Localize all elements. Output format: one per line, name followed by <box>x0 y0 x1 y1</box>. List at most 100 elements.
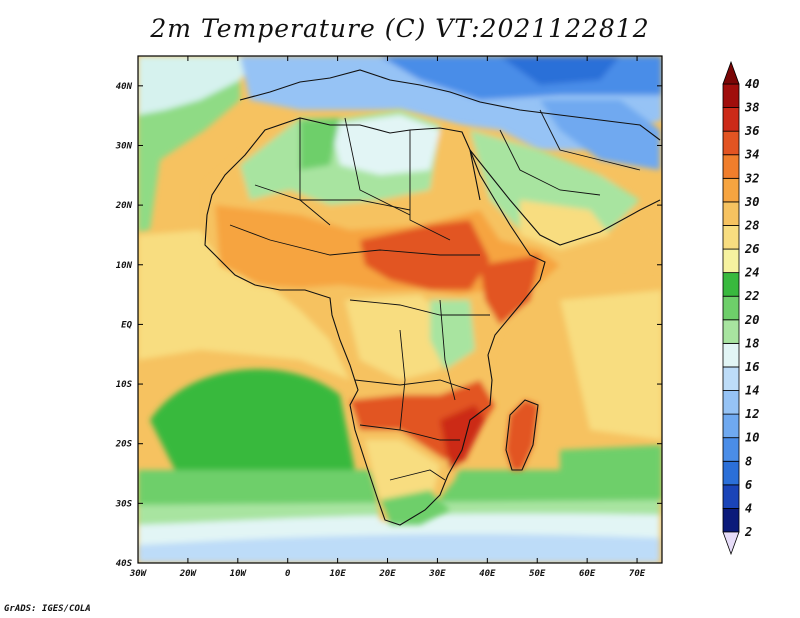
colorbar-label: 34 <box>744 148 759 162</box>
lon-tick-label: 70E <box>629 569 646 579</box>
lat-tick-label: 30N <box>115 141 133 151</box>
colorbar-box <box>722 342 740 368</box>
lon-tick-label: 30W <box>129 569 148 579</box>
footer-credit: GrADS: IGES/COLA <box>4 604 91 614</box>
colorbar-label: 2 <box>744 525 752 539</box>
arabia-coast <box>469 149 661 246</box>
red-sea-west <box>469 149 481 201</box>
colorbar-box <box>722 390 740 415</box>
border-5 <box>229 224 480 256</box>
lat-tick-label: 40S <box>116 559 133 569</box>
lon-tick-label: 50E <box>529 569 546 579</box>
lon-tick-label: 0 <box>285 569 291 579</box>
colorbar-label: 26 <box>744 242 759 256</box>
colorbar-box <box>722 437 740 462</box>
lat-tick-label: 30S <box>115 499 133 509</box>
border-12 <box>499 129 601 196</box>
colorbar-label: 36 <box>744 124 759 138</box>
colorbar-label: 4 <box>745 501 752 515</box>
colorbar-box <box>722 319 740 344</box>
colorbar-box <box>722 295 740 321</box>
border-10 <box>399 329 406 431</box>
central-red <box>360 220 490 290</box>
border-6 <box>349 299 490 316</box>
lon-tick-label: 10W <box>230 569 248 579</box>
colorbar-label: 22 <box>744 289 759 303</box>
colorbar-box <box>722 130 740 156</box>
colorbar-box <box>722 366 740 391</box>
colorbar-label: 16 <box>745 360 759 374</box>
colorbar-box <box>722 225 740 250</box>
lon-tick-label: 30E <box>428 569 446 579</box>
border-11 <box>439 299 456 401</box>
iran-blue <box>540 100 660 170</box>
colorbar-box <box>722 154 740 179</box>
north-ocean-cyan <box>138 56 260 115</box>
lat-tick-label: 20N <box>115 201 133 211</box>
border-13 <box>539 109 641 171</box>
madagascar-coast <box>505 399 539 471</box>
lat-tick-label: 10S <box>116 380 133 390</box>
arabia-yellow <box>520 200 610 250</box>
map-title: 2m Temperature (C) VT:2021122812 <box>150 14 650 43</box>
atlantic-yellow <box>138 230 350 380</box>
colorbar-label: 38 <box>744 101 759 115</box>
colorbar-label: 32 <box>744 171 759 185</box>
colorbar-label: 18 <box>745 336 759 350</box>
lat-tick-label: 10N <box>116 261 133 271</box>
colorbar-low-triangle <box>722 531 740 556</box>
colorbar-label: 10 <box>745 431 759 445</box>
lat-tick-label: 20S <box>115 440 133 450</box>
lon-tick-label: 60E <box>579 569 596 579</box>
border-7 <box>354 379 471 391</box>
lat-tick-label: EQ <box>121 320 132 330</box>
colorbar-box <box>722 248 740 274</box>
indian-ocean-green <box>560 445 662 500</box>
border-8 <box>359 424 460 441</box>
south-ocean-green-west <box>150 369 355 500</box>
colorbar-box <box>722 201 740 226</box>
colorbar-label: 12 <box>745 407 759 421</box>
horn-red <box>480 255 540 325</box>
map-frame <box>137 55 663 564</box>
temperature-map: 30W 20W 10W 0 10E 20E 30E 40E 50E 60E 70E 40N 30N 20N… <box>115 55 759 579</box>
lon-tick-label: 20W <box>179 569 198 579</box>
sahara-greenspot <box>300 118 340 170</box>
congo-yellow <box>345 295 450 380</box>
colorbar-box <box>722 83 740 108</box>
europe-coast <box>239 69 661 141</box>
border-4 <box>254 184 411 211</box>
cape-green <box>380 490 450 525</box>
lon-tick-label: 20E <box>378 569 396 579</box>
colorbar-label: 30 <box>744 195 759 209</box>
colorbar-label: 14 <box>745 384 759 398</box>
colorbar-label: 24 <box>744 266 759 280</box>
colorbar-box <box>722 107 740 132</box>
colorbar-box <box>722 460 740 486</box>
coastlines-and-borders <box>204 69 661 526</box>
colorbar-box <box>722 413 740 439</box>
colorbar-label: 40 <box>745 77 759 91</box>
colorbar-box <box>722 272 740 297</box>
europe-dark <box>500 56 620 85</box>
colorbar-label: 8 <box>745 454 752 468</box>
lon-tick-label: 40E <box>479 569 496 579</box>
madagascar <box>506 400 538 470</box>
lon-tick-label: 10E <box>329 569 346 579</box>
border-3 <box>409 130 451 241</box>
colorbar-high-triangle <box>722 60 740 85</box>
kalahari-red <box>440 405 485 470</box>
colorbar-box <box>722 484 740 509</box>
south-ocean-blue <box>138 534 660 563</box>
indian-ocean-light <box>560 290 662 440</box>
axis-ticks: 30W 20W 10W 0 10E 20E 30E 40E 50E 60E 70E 40N 30N 20N… <box>115 56 662 579</box>
africa-coastline <box>204 117 546 526</box>
colorbar-label: 6 <box>745 478 752 492</box>
colorbar-label: 28 <box>744 218 759 232</box>
colorbar-label: 20 <box>744 313 759 327</box>
lat-tick-label: 40N <box>116 82 133 92</box>
colorbar-box <box>722 177 740 203</box>
border-9 <box>389 469 446 481</box>
colorbar-box <box>722 508 740 533</box>
